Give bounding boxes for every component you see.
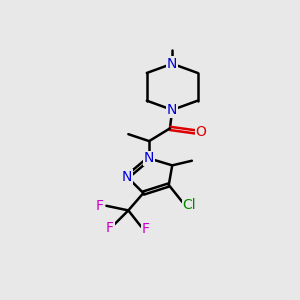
- Text: N: N: [167, 57, 177, 71]
- Text: F: F: [95, 199, 104, 213]
- Text: N: N: [144, 152, 154, 165]
- Text: Cl: Cl: [183, 198, 196, 212]
- Text: F: F: [142, 222, 150, 236]
- Text: F: F: [106, 221, 114, 235]
- Text: O: O: [196, 125, 206, 139]
- Text: N: N: [167, 103, 177, 117]
- Text: N: N: [122, 170, 132, 184]
